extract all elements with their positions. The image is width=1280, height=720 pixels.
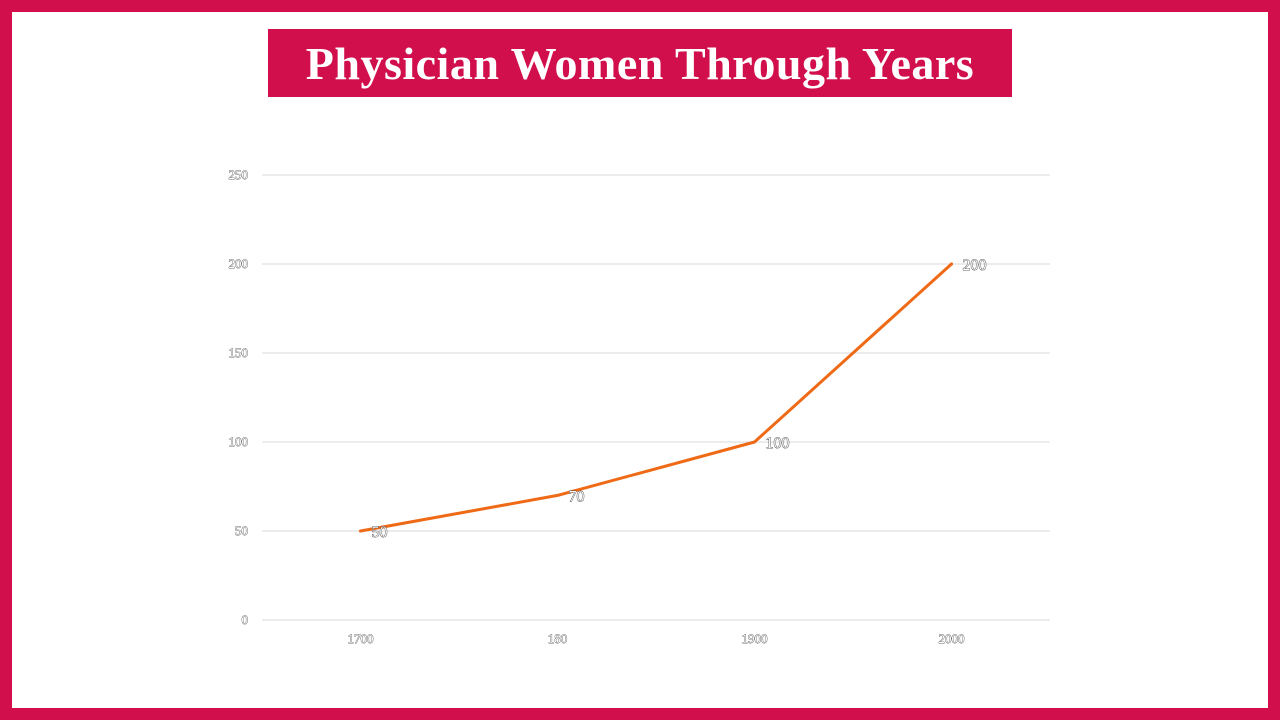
x-tick-label: 2000 <box>939 631 965 646</box>
y-tick-label: 150 <box>229 345 249 360</box>
data-label: 50 <box>372 524 388 541</box>
series-layer <box>359 262 953 533</box>
gridlines <box>262 174 1050 621</box>
y-tick-label: 250 <box>229 167 249 182</box>
x-tick-label: 1900 <box>742 631 768 646</box>
data-labels: 50 70 100 200 <box>371 257 987 542</box>
data-label: 200 <box>963 257 987 274</box>
series-line <box>359 262 953 533</box>
x-axis-tick-labels: 1700 180 1900 2000 <box>347 631 965 647</box>
data-point <box>556 493 559 497</box>
x-tick-label: 180 <box>548 631 568 646</box>
data-point <box>950 262 953 266</box>
data-label: 100 <box>766 435 790 452</box>
y-tick-label: 50 <box>235 523 248 538</box>
data-point <box>753 440 756 444</box>
slide-title: Physician Women Through Years <box>305 37 975 89</box>
y-tick-label: 200 <box>229 256 249 271</box>
data-point <box>359 529 362 533</box>
y-tick-label: 100 <box>229 434 249 449</box>
y-tick-label: 0 <box>242 612 249 627</box>
title-banner: Physician Women Through Years <box>268 29 1012 97</box>
x-tick-label: 1700 <box>348 631 374 646</box>
data-label: 70 <box>569 488 585 505</box>
y-axis-tick-labels: 0 50 100 150 200 250 <box>228 167 249 628</box>
